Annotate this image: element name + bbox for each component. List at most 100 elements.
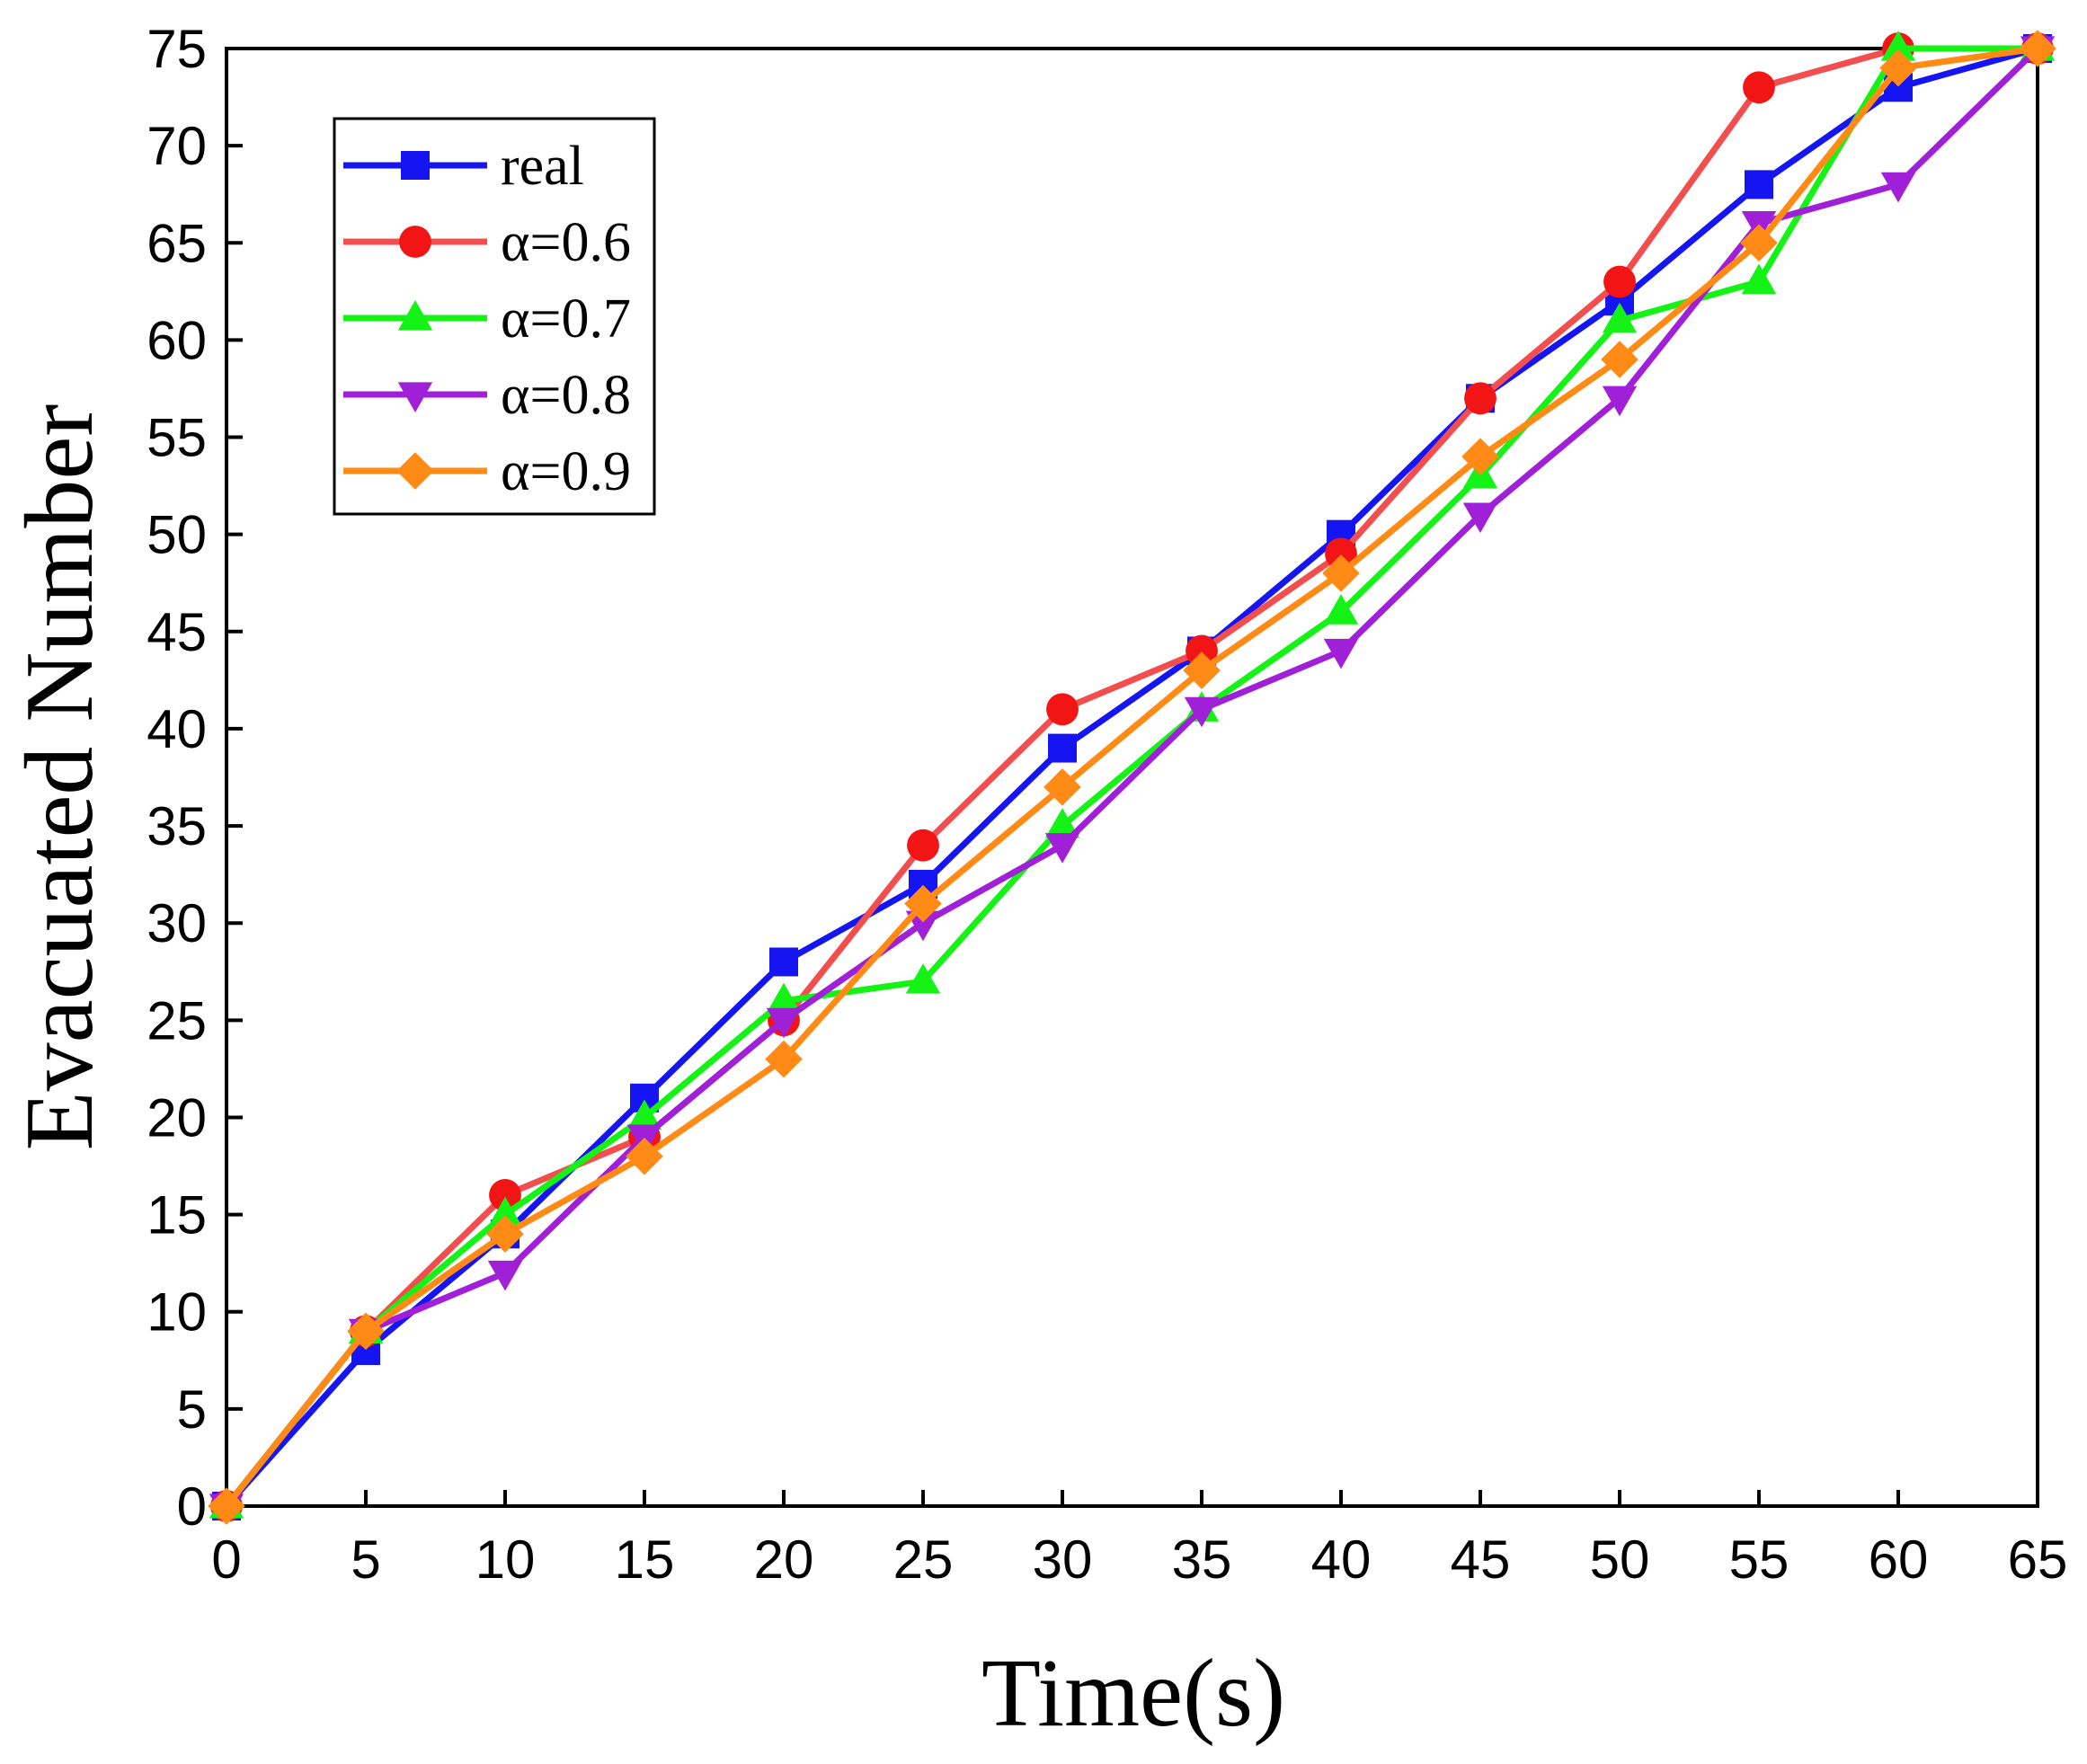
y-tick-label: 60 [147,310,207,370]
data-point-alpha-09 [486,1215,524,1254]
legend-label: α=0.6 [501,212,631,273]
x-tick-label: 60 [1869,1529,1929,1590]
y-tick-label: 30 [147,893,207,953]
legend-label: real [501,136,584,197]
data-point-alpha-07 [626,1099,662,1130]
data-point-alpha-07 [1044,808,1080,838]
legend-marker [399,226,431,258]
series-line-alpha-07 [224,45,2038,1509]
data-point-real [769,947,798,977]
x-tick-label: 15 [615,1529,675,1590]
legend-item-alpha-07: α=0.7 [343,288,631,350]
data-point-alpha-07 [766,982,802,1014]
data-point-alpha-09 [208,1487,245,1525]
legend-item-real: real [343,136,584,197]
y-tick-label: 10 [147,1282,207,1343]
legend-label: α=0.7 [501,288,631,350]
x-tick-label: 65 [2008,1529,2068,1590]
y-tick-label: 50 [147,505,207,565]
legend-marker [397,300,433,331]
y-tick-label: 55 [147,408,207,468]
data-point-alpha-06 [1603,265,1636,298]
y-tick-label: 5 [177,1379,207,1440]
data-point-alpha-09 [1044,768,1081,806]
data-point-alpha-06 [1325,537,1357,571]
x-tick-label: 30 [1033,1529,1093,1590]
x-axis-title: Time(s) [981,1640,1285,1747]
data-point-alpha-09 [765,1040,803,1078]
y-tick-label: 35 [147,796,207,856]
data-point-alpha-09 [1879,49,1917,87]
data-point-alpha-08 [766,1007,802,1039]
x-tick-label: 20 [754,1529,814,1590]
legend-label: α=0.8 [501,365,631,426]
data-point-alpha-08 [1880,172,1916,203]
legend-marker [401,151,430,180]
data-point-alpha-07 [1880,31,1916,61]
legend-label: α=0.9 [501,441,631,502]
legend: real α=0.6 α=0.7 α=0.8 α=0.9 [333,117,656,516]
x-tick-label: 35 [1172,1529,1232,1590]
plot-frame [225,47,2039,1508]
data-point-alpha-06 [1186,634,1218,668]
y-axis-title: Evacuated Number [6,404,113,1151]
x-tick-label: 10 [475,1529,536,1590]
series-alpha-09 [208,30,2056,1525]
data-point-alpha-09 [1740,224,1778,262]
x-tick-label: 40 [1311,1529,1372,1590]
data-point-alpha-08 [1044,833,1080,864]
data-point-alpha-09 [1322,554,1360,592]
y-tick-label: 0 [177,1476,207,1537]
y-tick-label: 65 [147,213,207,273]
data-point-alpha-07 [487,1196,523,1228]
x-tick-label: 55 [1729,1529,1789,1590]
legend-marker [396,452,434,490]
legend-item-alpha-09: α=0.9 [343,441,631,502]
data-point-real [1048,733,1077,763]
data-point-alpha-09 [1183,652,1221,689]
data-point-alpha-08 [1184,696,1220,728]
x-tick-label: 25 [893,1529,954,1590]
data-point-alpha-08 [1462,502,1498,534]
series-line-alpha-08 [224,46,2040,1509]
axes: 0 5 10 15 20 25 30 35 40 45 50 55 60 65 0 5 10 15 20 25 30 35… [147,19,2067,1590]
data-point-alpha-08 [1602,386,1638,417]
data-point-alpha-06 [1046,693,1079,726]
data-point-alpha-06 [907,829,939,862]
data-point-alpha-07 [1323,594,1359,625]
legend-item-alpha-08: α=0.8 [343,365,631,426]
x-tick-label: 0 [211,1529,241,1590]
y-tick-label: 25 [147,990,207,1050]
x-tick-label: 50 [1590,1529,1650,1590]
data-point-alpha-09 [347,1312,385,1351]
y-tick-label: 40 [147,699,207,759]
series-layer [208,30,2056,1525]
data-point-alpha-06 [1743,71,1775,104]
x-tick-label: 5 [351,1529,380,1590]
data-point-alpha-06 [489,1179,521,1211]
data-point-alpha-09 [1461,438,1499,475]
data-point-alpha-07 [1741,263,1777,295]
data-point-alpha-09 [626,1137,663,1175]
data-point-alpha-06 [1464,382,1496,415]
data-point-alpha-08 [905,910,941,942]
y-tick-label: 45 [147,602,207,662]
y-tick-label: 15 [147,1185,207,1245]
data-point-alpha-09 [904,884,942,923]
data-point-alpha-09 [1601,341,1639,378]
y-tick-label: 75 [147,19,207,79]
data-point-alpha-08 [1323,638,1359,669]
data-point-alpha-09 [2019,30,2056,67]
y-tick-label: 70 [147,116,207,176]
series-line-alpha-06 [224,45,2038,1509]
legend-item-alpha-06: α=0.6 [343,212,631,273]
data-point-real [1745,170,1773,199]
y-tick-label: 20 [147,1087,207,1148]
legend-marker [397,382,433,412]
series-line-real [224,45,2038,1509]
data-point-alpha-07 [905,963,941,994]
series-line-alpha-09 [224,45,2038,1509]
data-point-alpha-08 [487,1260,523,1291]
data-point-alpha-07 [1602,302,1638,333]
